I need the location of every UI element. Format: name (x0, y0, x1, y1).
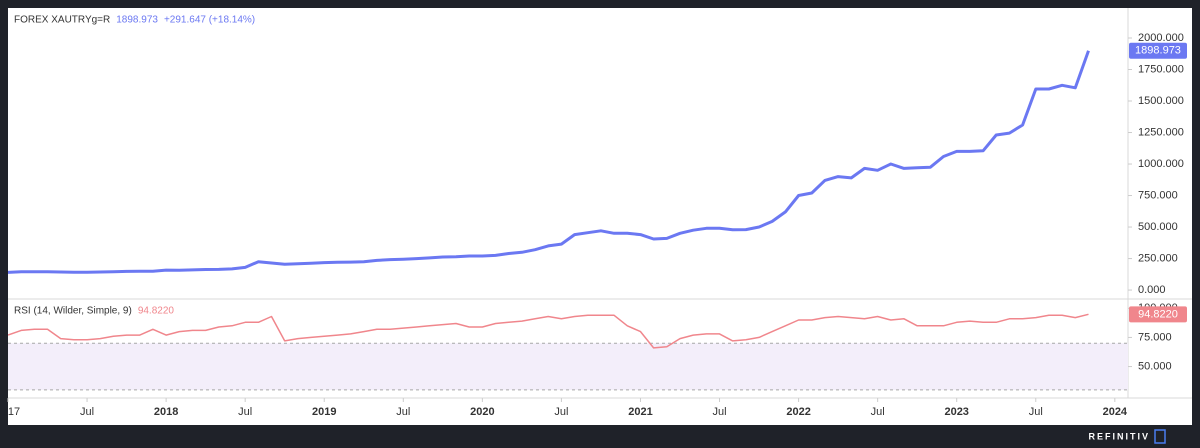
x-tick-label: 2019 (312, 406, 336, 418)
line (8, 50, 1090, 274)
x-tick-label: 2024 (1103, 406, 1128, 418)
y-tick-label: 2000.000 (1138, 32, 1184, 44)
x-tick-label: 2018 (154, 406, 178, 418)
last-value-tag (1129, 42, 1187, 59)
x-tick-label: 17 (8, 406, 20, 418)
y-tick-label: 1250.000 (1138, 126, 1184, 138)
last-value-tag (1129, 306, 1187, 323)
last-value-label: 1898.973 (1135, 45, 1181, 57)
line (8, 313, 1089, 349)
x-tick-label: 2022 (786, 406, 810, 418)
y-tick-label: 750.000 (1138, 189, 1178, 201)
x-tick-label: 2021 (628, 406, 652, 418)
x-tick-label: Jul (871, 406, 885, 418)
x-tick-label: 2023 (944, 406, 968, 418)
y-tick-label: 0.000 (1138, 284, 1166, 296)
legend-value: 94.8220 (138, 306, 175, 317)
last-value-label: 94.8220 (1138, 308, 1178, 320)
x-tick-label: Jul (554, 406, 568, 418)
x-tick-label: 2020 (470, 406, 494, 418)
plot: 0.000 250.000 500.000 750.000 1000.000 1250.0… (7, 15, 1187, 418)
pane-title: FOREX XAUTRYg=R (14, 15, 110, 26)
y-tick-label: 50.000 (1138, 360, 1172, 372)
brand-logo (1154, 429, 1166, 444)
y-tick-label: 1000.000 (1138, 158, 1184, 170)
legend-value: 1898.973 (116, 15, 158, 26)
x-tick-label: Jul (238, 406, 252, 418)
pane-title: RSI (14, Wilder, Simple, 9) (14, 306, 132, 317)
legend-change: +291.647 (+18.14%) (164, 15, 255, 26)
brand: REFINITIV (1088, 431, 1150, 441)
x-tick-label: Jul (80, 406, 94, 418)
y-tick-label: 75.000 (1138, 331, 1172, 343)
y-tick-label: 1750.000 (1138, 63, 1184, 75)
x-tick-label: Jul (1029, 406, 1043, 418)
band-fill (8, 343, 1128, 390)
x-tick-label: Jul (396, 406, 410, 418)
y-tick-label: 500.000 (1138, 221, 1178, 233)
y-tick-label: 1500.000 (1138, 95, 1184, 107)
x-tick-label: Jul (712, 406, 726, 418)
y-tick-label: 250.000 (1138, 252, 1178, 264)
